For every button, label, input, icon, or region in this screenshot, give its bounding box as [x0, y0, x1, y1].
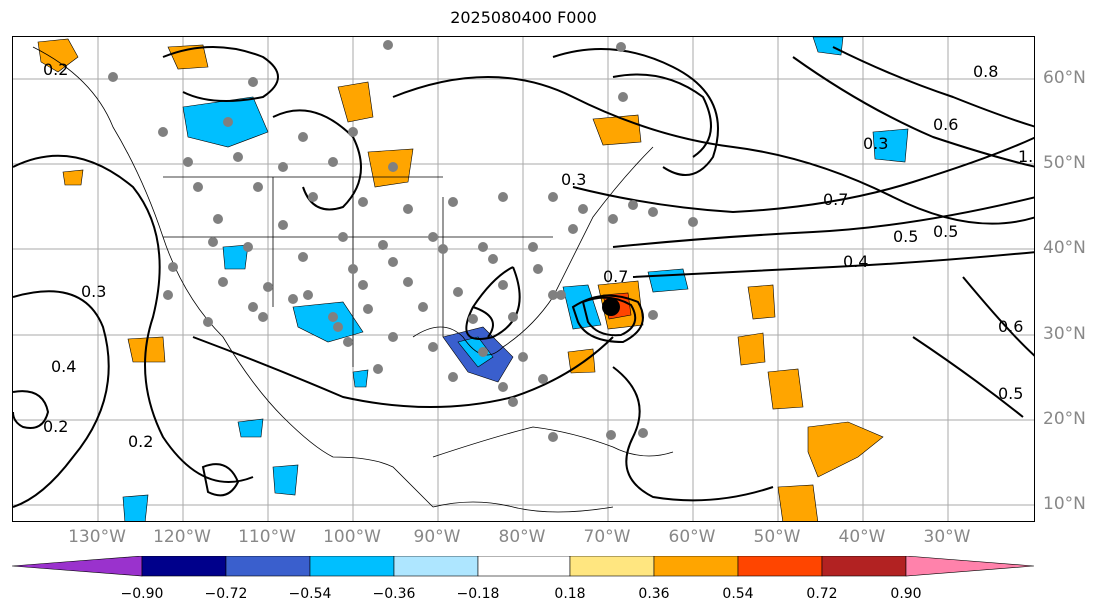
contour-label: 0.4	[51, 357, 76, 376]
colorbar-segment	[477, 556, 571, 577]
colorbar-segment	[309, 556, 395, 577]
contour-label: 0.3	[863, 134, 888, 153]
colorbar-segment	[569, 556, 655, 577]
colorbar-segment	[141, 556, 227, 577]
colorbar-tick: 0.54	[722, 586, 754, 602]
lon-label: 60°W	[668, 527, 716, 547]
contour-label: 0.6	[933, 115, 958, 134]
lat-label: 40°N	[1043, 238, 1086, 258]
contour-label: 0.5	[893, 227, 918, 246]
contour-label: 0.3	[561, 170, 586, 189]
contour-label: 1.0	[1018, 147, 1035, 166]
contour-label: 0.2	[43, 417, 68, 436]
contour-label: 0.5	[998, 384, 1023, 403]
map-title: 2025080400 F000	[450, 8, 597, 27]
colorbar-tick: −0.54	[288, 586, 332, 602]
lon-label: 120°W	[153, 527, 211, 547]
colorbar-tick: −0.18	[456, 586, 500, 602]
colorbar-segment	[821, 556, 907, 577]
colorbar-segment	[737, 556, 823, 577]
contour-label: 0.7	[823, 190, 848, 209]
contour-label: 0.7	[603, 267, 628, 286]
graticule	[13, 37, 1034, 521]
lat-label: 20°N	[1043, 409, 1086, 429]
colorbar-tick: −0.72	[204, 586, 248, 602]
lon-label: 70°W	[583, 527, 631, 547]
station-dots	[108, 40, 698, 442]
lon-label: 130°W	[68, 527, 126, 547]
shading-positive	[37, 38, 884, 521]
lon-label: 30°W	[923, 527, 971, 547]
colorbar-segment	[225, 556, 311, 577]
map-canvas: 0.2 0.3 0.4 0.5 0.6 0.7 0.8 1.0 0.3 0.3 …	[13, 37, 1035, 521]
lon-label: 80°W	[498, 527, 546, 547]
lon-label: 50°W	[753, 527, 801, 547]
lon-label: 90°W	[413, 527, 461, 547]
lon-label: 100°W	[323, 527, 381, 547]
colorbar-segment	[905, 556, 1035, 577]
colorbar-tick: −0.90	[120, 586, 164, 602]
lon-label: 40°W	[838, 527, 886, 547]
lat-label: 60°N	[1043, 68, 1086, 88]
lat-label: 30°N	[1043, 324, 1086, 344]
colorbar-tick: −0.36	[372, 586, 416, 602]
contours	[13, 46, 1034, 508]
colorbar	[12, 556, 1035, 577]
contour-label: 0.5	[933, 222, 958, 241]
colorbar-tick: 0.72	[806, 586, 838, 602]
colorbar-segment	[653, 556, 739, 577]
colorbar-segment	[393, 556, 479, 577]
contour-label: 0.2	[43, 60, 68, 79]
colorbar-segment	[12, 556, 143, 577]
contour-label: 0.3	[81, 282, 106, 301]
contour-label: 0.2	[128, 432, 153, 451]
contour-label: 0.8	[973, 62, 998, 81]
contour-label: 0.6	[998, 317, 1023, 336]
storm-center-marker	[602, 298, 620, 316]
colorbar-tick: 0.90	[890, 586, 922, 602]
colorbar-tick: 0.18	[554, 586, 586, 602]
map-panel[interactable]: 0.2 0.3 0.4 0.5 0.6 0.7 0.8 1.0 0.3 0.3 …	[12, 36, 1035, 522]
contour-label-group: 0.2 0.3 0.4 0.5 0.6 0.7 0.8 1.0 0.3 0.3 …	[43, 60, 1035, 451]
colorbar-tick: 0.36	[638, 586, 670, 602]
shading-negative	[122, 37, 909, 521]
lat-label: 50°N	[1043, 153, 1086, 173]
contour-label: 0.4	[843, 252, 868, 271]
lon-label: 110°W	[238, 527, 296, 547]
lat-label: 10°N	[1043, 494, 1086, 514]
